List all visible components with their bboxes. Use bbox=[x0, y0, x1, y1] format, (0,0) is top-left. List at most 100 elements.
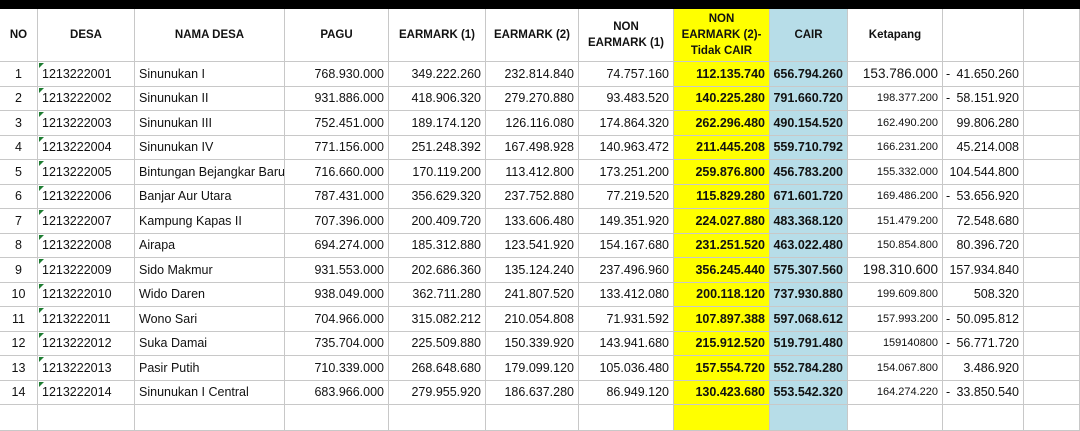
table-cell: 164.274.220 bbox=[848, 380, 943, 405]
table-cell: 356.245.440 bbox=[674, 258, 770, 283]
table-cell: 231.251.520 bbox=[674, 233, 770, 258]
table-cell: 211.445.208 bbox=[674, 135, 770, 160]
table-cell: Sido Makmur bbox=[135, 258, 285, 283]
table-cell: 154.067.800 bbox=[848, 356, 943, 381]
table-cell: Sinunukan IV bbox=[135, 135, 285, 160]
table-cell: 931.553.000 bbox=[285, 258, 389, 283]
table-cell: 162.490.200 bbox=[848, 111, 943, 136]
table-cell: 166.231.200 bbox=[848, 135, 943, 160]
empty-cell bbox=[848, 405, 943, 431]
table-cell: Sinunukan II bbox=[135, 86, 285, 111]
table-cell: 77.219.520 bbox=[579, 184, 674, 209]
table-cell: 93.483.520 bbox=[579, 86, 674, 111]
table-cell: 1213222006 bbox=[38, 184, 135, 209]
table-cell: 126.116.080 bbox=[486, 111, 579, 136]
table-cell: 787.431.000 bbox=[285, 184, 389, 209]
table-cell: 483.368.120 bbox=[770, 209, 848, 234]
table-cell: 150.339.920 bbox=[486, 331, 579, 356]
table-cell: 173.251.200 bbox=[579, 160, 674, 185]
table-cell: 149.351.920 bbox=[579, 209, 674, 234]
table-cell: 716.660.000 bbox=[285, 160, 389, 185]
table-cell: 151.479.200 bbox=[848, 209, 943, 234]
empty-cell bbox=[1024, 405, 1080, 431]
table-cell: 279.955.920 bbox=[389, 380, 486, 405]
table-cell: 6 bbox=[0, 184, 38, 209]
table-cell: 155.332.000 bbox=[848, 160, 943, 185]
table-cell: 12 bbox=[0, 331, 38, 356]
table-cell: 140.963.472 bbox=[579, 135, 674, 160]
table-cell: 237.496.960 bbox=[579, 258, 674, 283]
table-cell: 1213222010 bbox=[38, 282, 135, 307]
table-cell: 199.609.800 bbox=[848, 282, 943, 307]
empty-cell bbox=[389, 405, 486, 431]
table-cell: 53.656.920- bbox=[943, 184, 1024, 209]
table-cell: 189.174.120 bbox=[389, 111, 486, 136]
table-cell: 41.650.260- bbox=[943, 62, 1024, 87]
table-cell: 3.486.920 bbox=[943, 356, 1024, 381]
table-cell: Suka Damai bbox=[135, 331, 285, 356]
empty-cell bbox=[1024, 307, 1080, 332]
table-cell: 80.396.720 bbox=[943, 233, 1024, 258]
table-cell: 1213222004 bbox=[38, 135, 135, 160]
dash: - bbox=[946, 66, 951, 81]
header-cell: CAIR bbox=[770, 9, 848, 62]
table-cell: 737.930.880 bbox=[770, 282, 848, 307]
table-cell: 167.498.928 bbox=[486, 135, 579, 160]
header-cell: DESA bbox=[38, 9, 135, 62]
header-cell: EARMARK (1) bbox=[389, 9, 486, 62]
table-cell: 1213222014 bbox=[38, 380, 135, 405]
table-cell: Pasir Putih bbox=[135, 356, 285, 381]
table-cell: Banjar Aur Utara bbox=[135, 184, 285, 209]
table-cell: 107.897.388 bbox=[674, 307, 770, 332]
table-cell: 553.542.320 bbox=[770, 380, 848, 405]
table-cell: 508.320 bbox=[943, 282, 1024, 307]
table-cell: 174.864.320 bbox=[579, 111, 674, 136]
table-cell: 1 bbox=[0, 62, 38, 87]
table-cell: 123.541.920 bbox=[486, 233, 579, 258]
table-cell: 198.310.600 bbox=[848, 258, 943, 283]
empty-cell bbox=[770, 405, 848, 431]
table-cell: 113.412.800 bbox=[486, 160, 579, 185]
table-cell: 169.486.200 bbox=[848, 184, 943, 209]
table-cell: 150.854.800 bbox=[848, 233, 943, 258]
header-cell: PAGU bbox=[285, 9, 389, 62]
table-cell: 86.949.120 bbox=[579, 380, 674, 405]
table-cell: 1213222005 bbox=[38, 160, 135, 185]
empty-cell bbox=[1024, 258, 1080, 283]
table-cell: 456.783.200 bbox=[770, 160, 848, 185]
table-cell: 349.222.260 bbox=[389, 62, 486, 87]
table-cell: 215.912.520 bbox=[674, 331, 770, 356]
header-cell bbox=[943, 9, 1024, 62]
table-cell: 1213222007 bbox=[38, 209, 135, 234]
table-cell: 683.966.000 bbox=[285, 380, 389, 405]
table-cell: 130.423.680 bbox=[674, 380, 770, 405]
table-cell: 1213222002 bbox=[38, 86, 135, 111]
table-cell: Airapa bbox=[135, 233, 285, 258]
empty-cell bbox=[1024, 331, 1080, 356]
table-cell: 710.339.000 bbox=[285, 356, 389, 381]
header-cell: NAMA DESA bbox=[135, 9, 285, 62]
table-cell: 597.068.612 bbox=[770, 307, 848, 332]
table-cell: 13 bbox=[0, 356, 38, 381]
table-cell: 1213222008 bbox=[38, 233, 135, 258]
table-cell: 1213222013 bbox=[38, 356, 135, 381]
table-cell: 791.660.720 bbox=[770, 86, 848, 111]
empty-cell bbox=[135, 405, 285, 431]
table-cell: 575.307.560 bbox=[770, 258, 848, 283]
table-cell: 3 bbox=[0, 111, 38, 136]
table-cell: 463.022.480 bbox=[770, 233, 848, 258]
table-cell: Kampung Kapas II bbox=[135, 209, 285, 234]
dash: - bbox=[946, 91, 951, 106]
table-cell: 7 bbox=[0, 209, 38, 234]
empty-cell bbox=[285, 405, 389, 431]
dash: - bbox=[946, 311, 951, 326]
table-cell: 186.637.280 bbox=[486, 380, 579, 405]
table-cell: 259.876.800 bbox=[674, 160, 770, 185]
table-cell: 115.829.280 bbox=[674, 184, 770, 209]
table-cell: 104.544.800 bbox=[943, 160, 1024, 185]
table-cell: 143.941.680 bbox=[579, 331, 674, 356]
table-cell: 5 bbox=[0, 160, 38, 185]
table-cell: 14 bbox=[0, 380, 38, 405]
table-cell: Sinunukan III bbox=[135, 111, 285, 136]
